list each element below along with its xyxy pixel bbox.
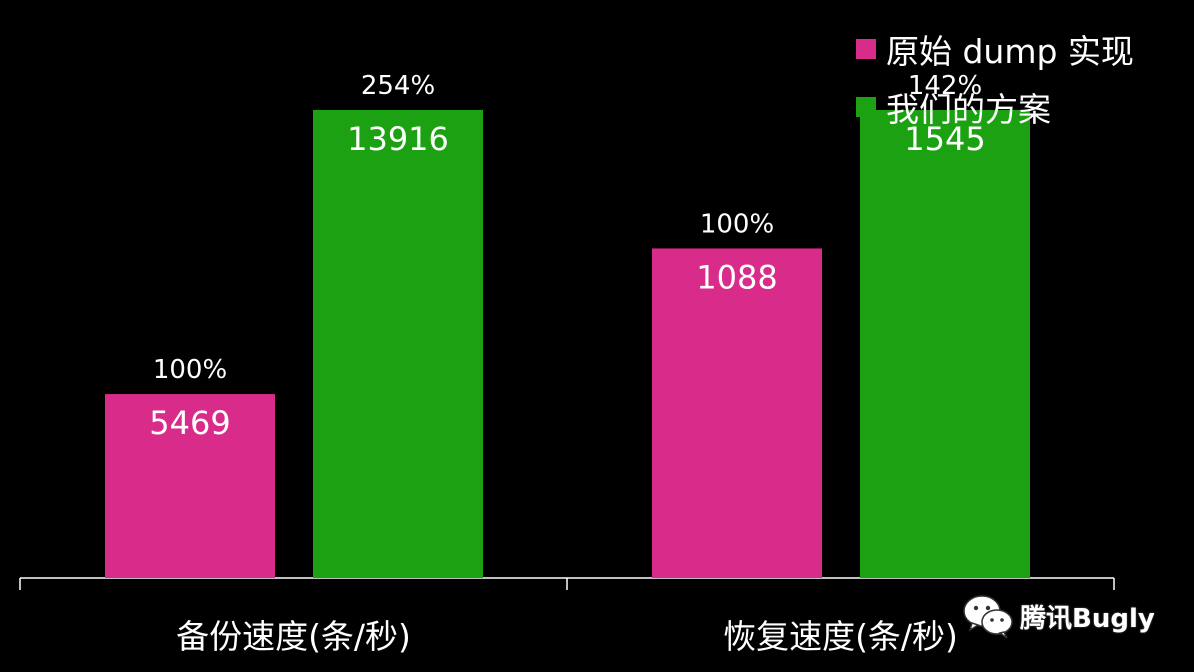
wechat-icon xyxy=(963,595,1013,639)
percent-label-1-1: 142% xyxy=(908,71,982,101)
data-label-1-1: 1545 xyxy=(904,120,985,158)
bar-1-1 xyxy=(860,110,1030,578)
data-label-0-0: 5469 xyxy=(149,404,230,442)
legend-item-original: 原始 dump 实现 xyxy=(856,20,1134,78)
legend-label-ours: 我们的方案 xyxy=(886,90,1051,129)
percent-label-1-0: 100% xyxy=(700,209,774,239)
legend-label-original: 原始 dump 实现 xyxy=(886,32,1134,71)
data-label-1-0: 1088 xyxy=(696,258,777,296)
bar-1-0 xyxy=(652,248,822,578)
legend: 原始 dump 实现 我们的方案 xyxy=(856,20,1134,136)
percent-label-0-0: 100% xyxy=(153,355,227,385)
data-label-0-1: 13916 xyxy=(347,120,449,158)
bar-0-1 xyxy=(313,110,483,578)
watermark: 腾讯Bugly xyxy=(962,592,1155,640)
watermark-text: 腾讯Bugly xyxy=(1020,603,1155,634)
category-label-0: 备份速度(条/秒) xyxy=(176,617,411,656)
bar-0-0 xyxy=(105,394,275,578)
legend-item-ours: 我们的方案 xyxy=(856,78,1134,136)
legend-swatch-original xyxy=(856,39,876,59)
legend-swatch-ours xyxy=(856,97,876,117)
category-label-1: 恢复速度(条/秒) xyxy=(723,617,958,656)
percent-label-0-1: 254% xyxy=(361,71,435,101)
